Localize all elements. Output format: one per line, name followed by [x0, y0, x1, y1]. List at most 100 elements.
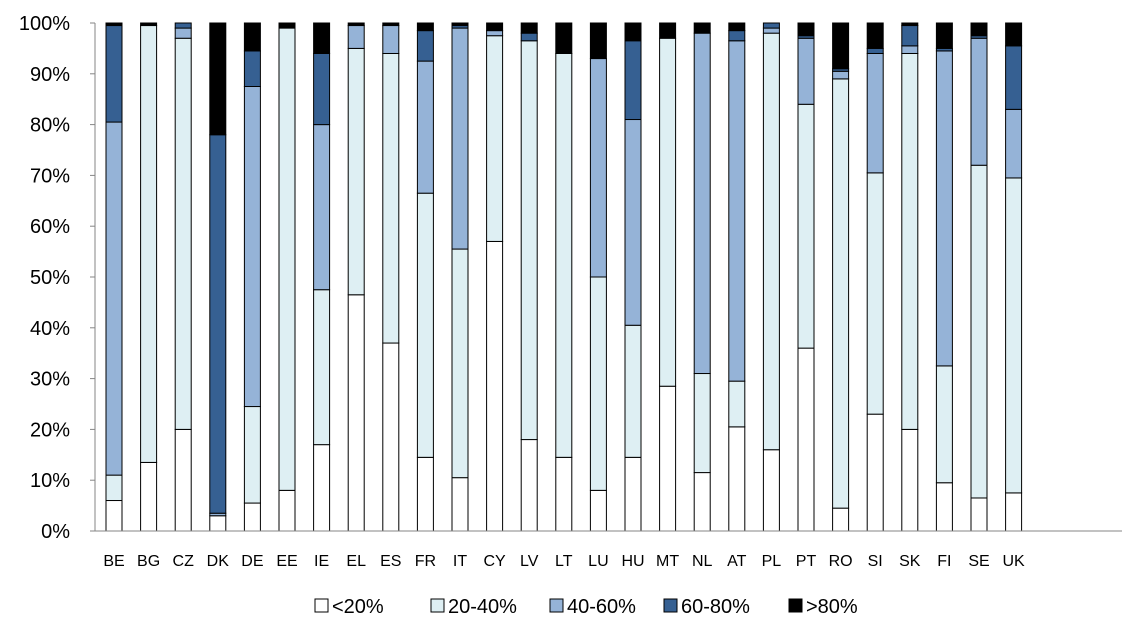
bar-stacks — [105, 22, 1023, 532]
bar-segment — [901, 25, 919, 47]
bar-segment — [243, 86, 261, 408]
bar-segment — [555, 52, 573, 458]
bar-segment — [970, 37, 988, 166]
bar-segment — [589, 489, 607, 532]
bar-segment — [693, 472, 711, 532]
y-tick-label: 90% — [30, 64, 70, 86]
bar-segment — [589, 22, 607, 60]
bar-segment — [693, 32, 711, 375]
bar-segment — [174, 428, 192, 532]
bar-segment — [313, 124, 331, 291]
bar-segment — [970, 164, 988, 499]
bar-segment — [416, 30, 434, 62]
x-tick-label: DK — [207, 553, 230, 570]
legend-swatch — [788, 598, 803, 613]
bar-segment — [624, 324, 642, 458]
legend-label: 40-60% — [567, 596, 636, 618]
x-tick-label: IT — [453, 553, 467, 570]
bar-segment — [105, 474, 123, 502]
y-tick-label: 100% — [19, 13, 70, 35]
bar-segment — [970, 497, 988, 532]
bar-segment — [174, 22, 192, 29]
bar-stack-dk — [209, 22, 227, 532]
x-tick-label: NL — [692, 553, 713, 570]
legend-swatch — [663, 598, 678, 613]
bar-segment — [589, 276, 607, 491]
bar-stack-fi — [935, 22, 953, 532]
bar-segment — [832, 22, 850, 70]
bar-segment — [347, 22, 365, 27]
bar-segment — [762, 22, 780, 29]
x-tick-label: MT — [656, 553, 679, 570]
bar-segment — [935, 482, 953, 532]
x-tick-label: PL — [762, 553, 782, 570]
bar-segment — [589, 58, 607, 278]
bar-segment — [520, 22, 538, 34]
bar-stack-sk — [901, 22, 919, 532]
bar-segment — [901, 22, 919, 27]
bar-segment — [1005, 22, 1023, 47]
bar-segment — [416, 60, 434, 194]
x-tick-label: HU — [621, 553, 644, 570]
bar-segment — [382, 25, 400, 54]
y-tick-label: 40% — [30, 318, 70, 340]
bar-segment — [693, 373, 711, 474]
bar-segment — [728, 22, 746, 32]
bar-segment — [832, 78, 850, 509]
bar-segment — [762, 449, 780, 532]
y-axis: 0% 10% 20% 30% 40% 50% 60% 70% 80% 90% 100% — [19, 13, 96, 543]
bar-segment — [520, 32, 538, 42]
bar-segment — [762, 32, 780, 451]
bar-segment — [140, 22, 158, 27]
bar-segment — [451, 22, 469, 27]
bar-segment — [140, 25, 158, 463]
bar-segment — [382, 22, 400, 27]
legend-swatch — [430, 598, 445, 613]
bar-segment — [935, 22, 953, 49]
bar-segment — [901, 428, 919, 532]
x-tick-label: IE — [314, 553, 329, 570]
bar-segment — [243, 22, 261, 52]
bar-segment — [797, 22, 815, 37]
legend-label: <20% — [332, 596, 384, 618]
bar-stack-se — [970, 22, 988, 532]
legend-item: >80% — [788, 596, 858, 618]
x-tick-label: LT — [555, 553, 573, 570]
bar-segment — [728, 30, 746, 42]
bar-segment — [209, 134, 227, 514]
bar-segment — [935, 50, 953, 367]
y-tick-label: 60% — [30, 216, 70, 238]
bar-segment — [174, 27, 192, 39]
x-tick-label: LU — [588, 553, 608, 570]
bar-segment — [486, 35, 504, 242]
legend-label: >80% — [806, 596, 858, 618]
bar-stack-it — [451, 22, 469, 532]
x-tick-label: BG — [137, 553, 160, 570]
bar-segment — [762, 27, 780, 34]
legend-swatch — [314, 598, 329, 613]
bar-segment — [105, 121, 123, 476]
bar-segment — [555, 22, 573, 54]
x-axis: BE BG CZ DK DE EE IE EL ES FR IT CY LV LT LU HU MT NL AT PL… — [95, 530, 1122, 570]
legend-swatch — [549, 598, 564, 613]
x-tick-label: CY — [483, 553, 506, 570]
bar-segment — [659, 385, 677, 532]
bar-segment — [866, 47, 884, 54]
bar-segment — [451, 248, 469, 479]
y-tick-label: 30% — [30, 369, 70, 391]
bar-segment — [347, 47, 365, 296]
bar-segment — [901, 45, 919, 54]
bar-segment — [347, 25, 365, 49]
x-tick-label: SK — [899, 553, 921, 570]
bar-segment — [278, 27, 296, 491]
y-tick-label: 70% — [30, 165, 70, 187]
bar-segment — [728, 40, 746, 382]
bar-segment — [901, 52, 919, 430]
bar-segment — [313, 289, 331, 446]
x-tick-label: FR — [415, 553, 436, 570]
bar-segment — [278, 489, 296, 532]
bar-segment — [624, 119, 642, 326]
bar-segment — [451, 477, 469, 532]
x-tick-label: EE — [276, 553, 297, 570]
